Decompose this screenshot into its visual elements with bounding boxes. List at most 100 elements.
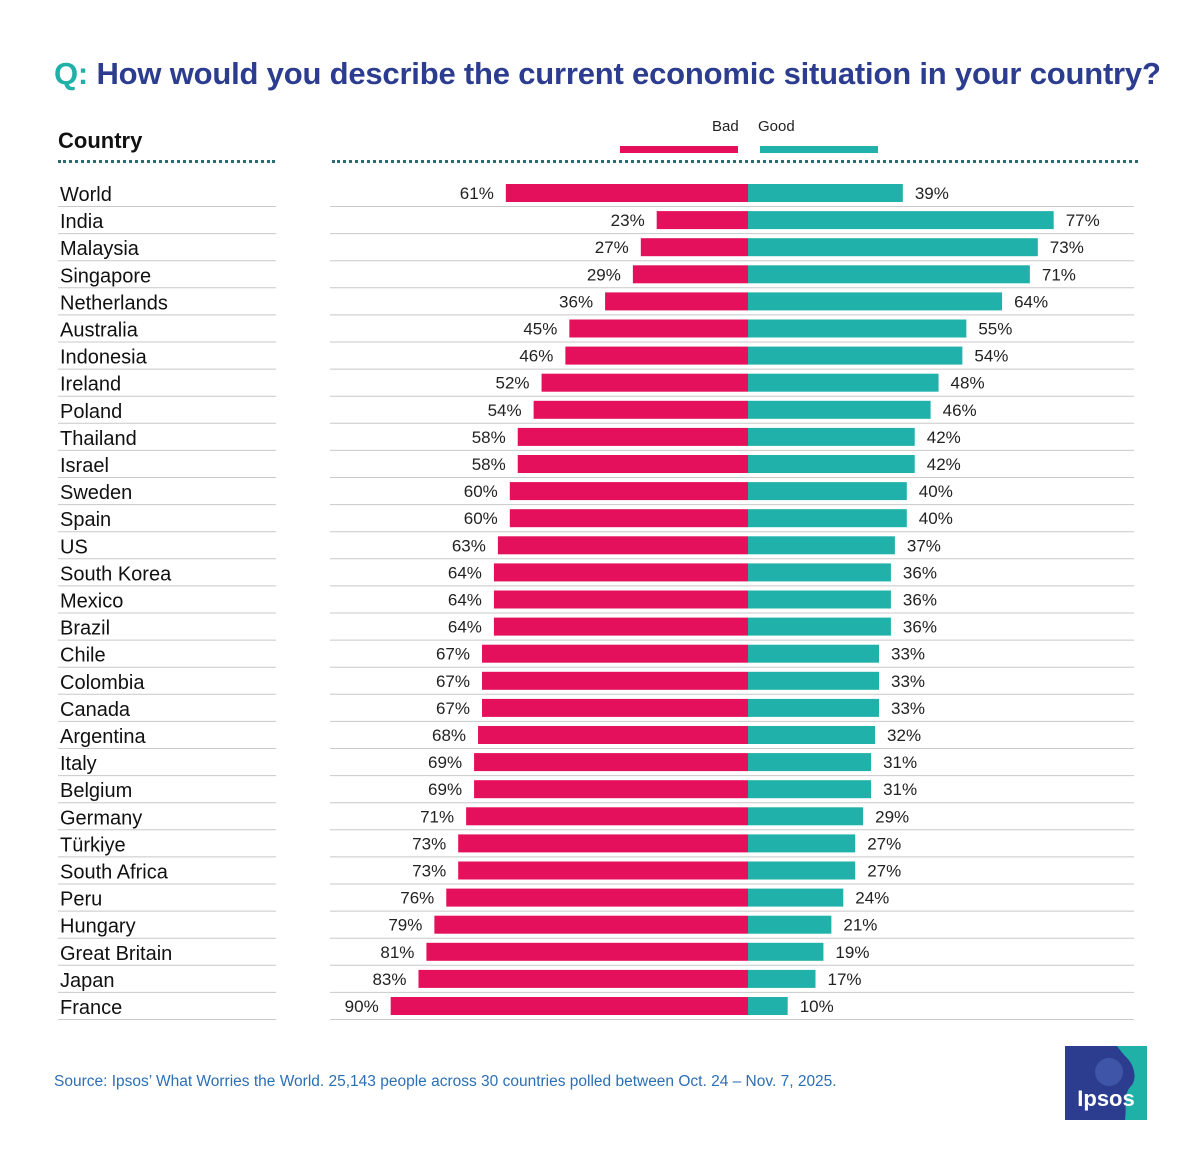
bar-bad <box>482 671 748 690</box>
legend-label-good: Good <box>758 118 795 135</box>
bar-bad <box>478 726 748 744</box>
bar-good <box>748 753 872 772</box>
country-label: France <box>60 997 122 1019</box>
country-label: Japan <box>60 970 115 992</box>
data-label-good: 21% <box>843 916 877 935</box>
bar-good <box>748 184 903 202</box>
data-label-good: 39% <box>915 184 949 203</box>
data-label-good: 33% <box>891 645 925 664</box>
data-label-good: 40% <box>919 509 953 528</box>
data-label-good: 37% <box>907 536 941 555</box>
data-label-bad: 63% <box>452 536 486 555</box>
data-label-good: 42% <box>927 455 961 474</box>
bar-good <box>748 292 1003 311</box>
bar-bad <box>517 427 748 446</box>
bar-good <box>748 509 907 528</box>
bar-bad <box>446 888 748 907</box>
country-label: Canada <box>60 699 131 721</box>
header-divider-right <box>332 160 1138 163</box>
country-label: Malaysia <box>60 238 140 260</box>
country-label: Ireland <box>60 374 121 396</box>
bar-good <box>748 455 915 473</box>
data-label-bad: 27% <box>595 238 629 257</box>
data-label-good: 31% <box>883 753 917 772</box>
data-label-good: 55% <box>978 320 1012 339</box>
country-label: Hungary <box>60 916 136 938</box>
data-label-bad: 73% <box>412 834 446 853</box>
data-label-bad: 73% <box>412 862 446 881</box>
country-label: World <box>60 184 112 206</box>
country-label: Indonesia <box>60 347 148 369</box>
bar-bad <box>509 509 748 528</box>
country-label: Thailand <box>60 428 137 450</box>
logo-head-icon <box>1065 1046 1147 1120</box>
legend-swatch-bad <box>620 146 738 153</box>
bar-good <box>748 482 907 501</box>
title-prefix: Q: <box>54 56 89 91</box>
header-divider-left <box>58 160 275 163</box>
country-label: Great Britain <box>60 943 172 965</box>
data-label-good: 42% <box>927 428 961 447</box>
bar-bad <box>632 265 748 284</box>
country-label: Türkiye <box>60 834 126 856</box>
country-label: Mexico <box>60 591 123 613</box>
country-label: Argentina <box>60 726 146 748</box>
data-label-bad: 58% <box>472 428 506 447</box>
data-label-bad: 83% <box>372 970 406 989</box>
bar-good <box>748 698 880 717</box>
data-label-good: 27% <box>867 834 901 853</box>
country-label: Spain <box>60 509 111 531</box>
bar-bad <box>505 184 748 202</box>
country-column-header: Country <box>58 128 143 153</box>
data-label-bad: 64% <box>448 618 482 637</box>
bar-bad <box>458 834 748 853</box>
country-label: Colombia <box>60 672 145 694</box>
data-label-bad: 60% <box>464 482 498 501</box>
country-label: Israel <box>60 455 109 477</box>
data-label-good: 48% <box>951 374 985 393</box>
title-text: How would you describe the current econo… <box>96 56 1161 91</box>
bar-good <box>748 807 864 826</box>
bar-good <box>748 536 895 555</box>
data-label-bad: 23% <box>611 211 645 230</box>
data-label-good: 77% <box>1066 211 1100 230</box>
bar-bad <box>474 753 748 772</box>
bar-bad <box>493 563 748 582</box>
bar-good <box>748 346 963 365</box>
bar-bad <box>418 969 748 988</box>
bar-bad <box>482 644 748 663</box>
bar-good <box>748 997 788 1015</box>
data-label-good: 10% <box>800 997 834 1016</box>
data-label-bad: 79% <box>388 916 422 935</box>
country-label: Chile <box>60 645 106 667</box>
data-label-good: 73% <box>1050 238 1084 257</box>
bar-bad <box>569 319 748 338</box>
bar-bad <box>497 536 748 555</box>
country-label: Poland <box>60 401 122 423</box>
data-label-good: 32% <box>887 726 921 745</box>
data-label-good: 36% <box>903 618 937 637</box>
bar-bad <box>434 915 748 934</box>
country-label: Brazil <box>60 618 110 640</box>
data-label-good: 40% <box>919 482 953 501</box>
bar-good <box>748 319 967 338</box>
ipsos-logo: Ipsos <box>1065 1046 1147 1120</box>
bar-good <box>748 644 880 663</box>
data-label-good: 54% <box>974 347 1008 366</box>
data-label-good: 19% <box>835 943 869 962</box>
data-label-bad: 54% <box>488 401 522 420</box>
legend-label-bad: Bad <box>712 118 739 135</box>
country-label: US <box>60 536 88 558</box>
bar-good <box>748 834 856 853</box>
bar-good <box>748 915 832 934</box>
bar-bad <box>541 373 748 392</box>
chart-title: Q: How would you describe the current ec… <box>54 56 1161 92</box>
data-label-good: 71% <box>1042 265 1076 284</box>
bar-bad <box>482 698 748 717</box>
country-label: Netherlands <box>60 292 168 314</box>
bar-good <box>748 861 856 880</box>
bar-bad <box>565 346 748 365</box>
bar-good <box>748 617 891 636</box>
data-label-good: 46% <box>943 401 977 420</box>
